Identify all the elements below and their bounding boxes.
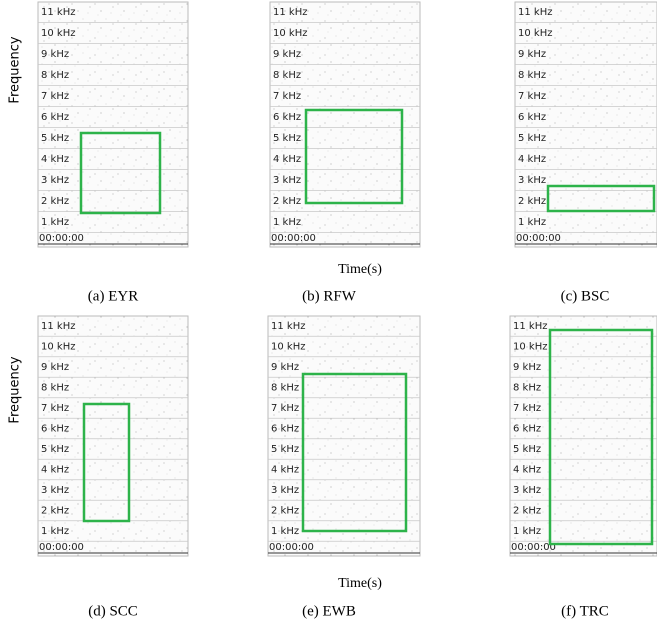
frequency-label: 10 kHz <box>271 342 305 353</box>
frequency-label: 5 kHz <box>518 133 546 144</box>
frequency-label: 4 kHz <box>513 465 541 476</box>
frequency-label: 8 kHz <box>273 70 301 81</box>
frequency-label: 1 kHz <box>518 217 546 228</box>
frequency-label: 9 kHz <box>518 49 546 60</box>
frequency-label: 9 kHz <box>41 49 69 60</box>
frequency-label: 7 kHz <box>513 403 541 414</box>
frequency-label: 3 kHz <box>271 485 299 496</box>
frequency-label: 2 kHz <box>41 506 69 517</box>
frequency-label: 4 kHz <box>41 154 69 165</box>
frequency-label: 2 kHz <box>273 196 301 207</box>
frequency-label: 1 kHz <box>41 526 69 537</box>
frequency-label: 1 kHz <box>271 526 299 537</box>
frequency-label: 11 kHz <box>41 321 75 332</box>
time-label: 00:00:00 <box>271 233 316 244</box>
spectrogram <box>269 1 421 248</box>
frequency-label: 5 kHz <box>271 444 299 455</box>
frequency-label: 10 kHz <box>41 28 75 39</box>
frequency-label: 11 kHz <box>273 7 307 18</box>
spectrogram <box>509 315 657 557</box>
frequency-label: 10 kHz <box>513 342 547 353</box>
frequency-label: 5 kHz <box>273 133 301 144</box>
frequency-label: 2 kHz <box>271 506 299 517</box>
frequency-label: 1 kHz <box>273 217 301 228</box>
frequency-label: 2 kHz <box>513 506 541 517</box>
frequency-label: 7 kHz <box>518 91 546 102</box>
frequency-label: 6 kHz <box>271 424 299 435</box>
y-axis-label: Frequency <box>8 356 23 423</box>
caption: (b) RFW <box>302 288 357 304</box>
frequency-label: 6 kHz <box>41 112 69 123</box>
frequency-label: 6 kHz <box>41 424 69 435</box>
caption: (d) SCC <box>88 603 138 619</box>
caption: (a) EYR <box>88 288 138 304</box>
frequency-label: 9 kHz <box>513 362 541 373</box>
selection-box <box>82 402 131 523</box>
frequency-label: 11 kHz <box>518 7 552 18</box>
frequency-label: 1 kHz <box>513 526 541 537</box>
spectrogram <box>37 1 189 248</box>
frequency-label: 7 kHz <box>271 403 299 414</box>
frequency-label: 9 kHz <box>273 49 301 60</box>
spectrogram <box>514 1 657 248</box>
frequency-label: 3 kHz <box>41 175 69 186</box>
frequency-label: 3 kHz <box>518 175 546 186</box>
time-label: 00:00:00 <box>39 542 84 553</box>
frequency-label: 5 kHz <box>513 444 541 455</box>
frequency-label: 8 kHz <box>518 70 546 81</box>
frequency-label: 3 kHz <box>513 485 541 496</box>
selection-box <box>548 328 654 546</box>
frequency-label: 2 kHz <box>518 196 546 207</box>
x-axis-label: Time(s) <box>338 262 382 277</box>
frequency-label: 4 kHz <box>273 154 301 165</box>
frequency-label: 1 kHz <box>41 217 69 228</box>
frequency-label: 10 kHz <box>273 28 307 39</box>
frequency-label: 8 kHz <box>271 383 299 394</box>
spectrogram <box>37 315 189 557</box>
frequency-label: 6 kHz <box>273 112 301 123</box>
caption: (e) EWB <box>302 603 356 619</box>
caption: (c) BSC <box>561 288 610 304</box>
selection-box <box>79 131 162 215</box>
frequency-label: 3 kHz <box>41 485 69 496</box>
frequency-label: 4 kHz <box>518 154 546 165</box>
frequency-label: 10 kHz <box>41 342 75 353</box>
frequency-label: 10 kHz <box>518 28 552 39</box>
caption: (f) TRC <box>561 603 609 619</box>
frequency-label: 8 kHz <box>41 70 69 81</box>
frequency-label: 4 kHz <box>41 465 69 476</box>
selection-box <box>546 184 656 213</box>
x-axis-label: Time(s) <box>338 576 382 591</box>
frequency-label: 11 kHz <box>41 7 75 18</box>
frequency-label: 5 kHz <box>41 444 69 455</box>
frequency-label: 5 kHz <box>41 133 69 144</box>
frequency-label: 7 kHz <box>41 91 69 102</box>
frequency-label: 3 kHz <box>273 175 301 186</box>
time-label: 00:00:00 <box>269 542 314 553</box>
time-label: 00:00:00 <box>516 233 561 244</box>
selection-box <box>301 372 408 533</box>
frequency-label: 9 kHz <box>41 362 69 373</box>
frequency-label: 11 kHz <box>513 321 547 332</box>
time-label: 00:00:00 <box>511 542 556 553</box>
frequency-label: 6 kHz <box>513 424 541 435</box>
frequency-label: 9 kHz <box>271 362 299 373</box>
frequency-label: 7 kHz <box>273 91 301 102</box>
frequency-label: 11 kHz <box>271 321 305 332</box>
frequency-label: 7 kHz <box>41 403 69 414</box>
time-label: 00:00:00 <box>39 233 84 244</box>
frequency-label: 8 kHz <box>41 383 69 394</box>
frequency-label: 6 kHz <box>518 112 546 123</box>
y-axis-label: Frequency <box>8 36 23 103</box>
frequency-label: 4 kHz <box>271 465 299 476</box>
frequency-label: 2 kHz <box>41 196 69 207</box>
frequency-label: 8 kHz <box>513 383 541 394</box>
selection-box <box>304 108 404 205</box>
spectrogram <box>267 315 421 557</box>
